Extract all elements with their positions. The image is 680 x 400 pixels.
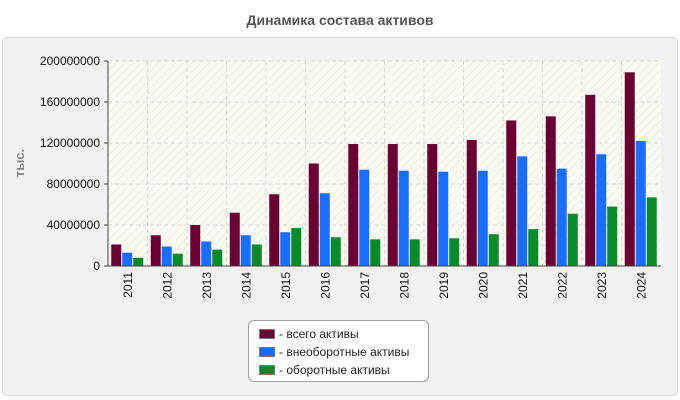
bar-2021-series-1 [517,156,528,266]
x-tick-label: 2023 [595,272,609,299]
legend-label-noncurrent: - внеоборотные активы [279,345,410,359]
bar-2023-series-1 [596,154,607,266]
y-tick-label: 120000000 [40,136,100,150]
bars [111,72,657,267]
bar-2013-series-0 [190,225,201,266]
legend-item-noncurrent: - внеоборотные активы [259,343,428,361]
bar-2013-series-2 [212,249,223,266]
x-tick-label: 2020 [476,272,490,299]
bar-2020-series-0 [466,139,477,266]
bar-2022-series-1 [556,168,567,266]
y-tick-label: 160000000 [40,95,100,109]
legend-item-total: - всего активы [259,325,428,343]
y-tick-label: 0 [93,259,100,273]
legend-swatch-noncurrent [259,347,275,357]
x-tick-label: 2022 [555,272,569,299]
bar-2020-series-1 [477,170,488,266]
legend: - всего активы - внеоборотные активы - о… [248,320,429,382]
legend-swatch-current [259,365,275,375]
x-tick-label: 2014 [239,272,253,299]
bar-2017-series-2 [370,239,381,266]
y-axis-label: тыс. [12,149,27,177]
bar-2015-series-0 [269,194,280,266]
x-tick-label: 2018 [397,272,411,299]
bar-2012-series-0 [150,235,161,266]
bar-2019-series-1 [438,171,449,266]
y-tick-label: 80000000 [47,177,101,191]
bar-2021-series-0 [506,120,517,266]
bar-2016-series-2 [330,237,341,266]
bar-2020-series-2 [488,234,499,266]
y-tick-labels: 0 40000000 80000000 120000000 160000000 20000… [40,54,108,273]
axes [107,61,661,267]
bar-2023-series-0 [585,94,596,266]
legend-item-current: - оборотные активы [259,361,428,379]
legend-label-current: - оборотные активы [279,363,390,377]
x-tick-labels: 2011 2012 2013 2014 2015 2016 2017 2018 2019 2020… [121,272,649,299]
x-tick-label: 2024 [634,272,648,299]
bar-2017-series-0 [348,144,359,266]
bar-2022-series-2 [567,213,578,266]
bar-2024-series-1 [635,140,646,266]
x-tick-label: 2011 [121,272,135,298]
bar-2021-series-2 [528,229,539,266]
legend-label-total: - всего активы [279,327,359,341]
bar-2015-series-1 [280,232,291,266]
bar-2018-series-0 [387,144,398,266]
y-tick-label: 40000000 [47,218,101,232]
bar-2023-series-2 [607,206,618,266]
bar-2012-series-2 [172,253,183,266]
bar-2019-series-2 [449,238,460,266]
bar-2019-series-0 [427,144,438,266]
bar-2013-series-1 [201,241,212,266]
chart-title: Динамика состава активов [246,12,434,28]
gridlines [108,60,661,266]
bar-2017-series-1 [359,169,370,266]
x-tick-label: 2015 [279,272,293,299]
bar-2015-series-2 [291,228,302,266]
bar-2011-series-0 [111,244,122,266]
bar-2024-series-2 [646,197,657,266]
bar-2022-series-0 [545,116,556,266]
legend-swatch-total [259,329,275,339]
x-tick-label: 2012 [160,272,174,299]
bar-2018-series-2 [409,239,420,266]
bar-2016-series-0 [308,163,319,266]
bar-2014-series-2 [251,244,262,266]
bar-2016-series-1 [319,193,330,266]
x-tick-label: 2019 [437,272,451,299]
x-tick-label: 2021 [516,272,530,299]
x-tick-label: 2017 [358,272,372,299]
x-tick-label: 2013 [200,272,214,299]
bar-2014-series-1 [240,235,251,266]
bar-2011-series-1 [122,252,133,266]
bar-2012-series-1 [161,246,172,266]
bar-2018-series-1 [398,170,409,266]
y-tick-label: 200000000 [40,54,100,68]
bar-2014-series-0 [229,212,240,266]
bar-2024-series-0 [624,72,635,267]
x-tick-label: 2016 [318,272,332,299]
bar-2011-series-2 [133,257,144,266]
